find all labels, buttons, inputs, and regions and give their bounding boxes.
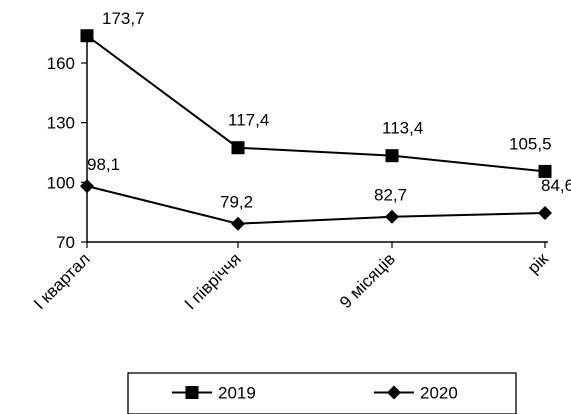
x-tick-label: рік	[524, 249, 552, 277]
data-point-2020-3	[385, 209, 399, 224]
legend: 2019 2020	[127, 372, 517, 414]
x-tick-label: 9 місяців	[336, 249, 399, 312]
data-label-2020-1: 98,1	[87, 155, 120, 174]
data-label-2019-4: 105,5	[509, 134, 552, 153]
data-label-2020-4: 84,6	[541, 176, 571, 195]
series-line-2020	[86, 185, 546, 225]
data-label-2020-3: 82,7	[374, 186, 407, 205]
data-point-2019-3	[385, 149, 399, 163]
x-tick-label: І квартал	[30, 249, 94, 313]
legend-marker-2019	[185, 386, 199, 399]
y-tick-label: 70	[56, 233, 75, 252]
legend-label-2019: 2019	[218, 384, 256, 403]
series-line-2019	[86, 34, 546, 173]
data-point-2019-4	[538, 164, 552, 178]
data-point-2020-2	[231, 216, 245, 231]
data-label-2019-2: 117,4	[228, 111, 269, 130]
y-tick-label: 130	[47, 114, 75, 133]
data-point-2020-1	[80, 179, 94, 194]
data-point-2020-4	[538, 205, 552, 220]
legend-label-2020: 2020	[420, 384, 458, 403]
x-tick-label: І півріччя	[181, 249, 245, 313]
legend-marker-2020	[387, 385, 401, 400]
series-group	[80, 29, 552, 231]
data-labels: 173,7 117,4 113,4 105,5 98,1 79,2 82,7 84,6	[87, 9, 571, 212]
data-label-2020-2: 79,2	[220, 193, 253, 212]
data-point-2019-2	[231, 141, 245, 155]
data-label-2019-3: 113,4	[382, 119, 423, 138]
y-tick-label: 160	[47, 54, 75, 73]
data-point-2019-1	[80, 29, 94, 43]
y-tick-label: 100	[47, 173, 75, 192]
data-label-2019-1: 173,7	[102, 9, 145, 28]
